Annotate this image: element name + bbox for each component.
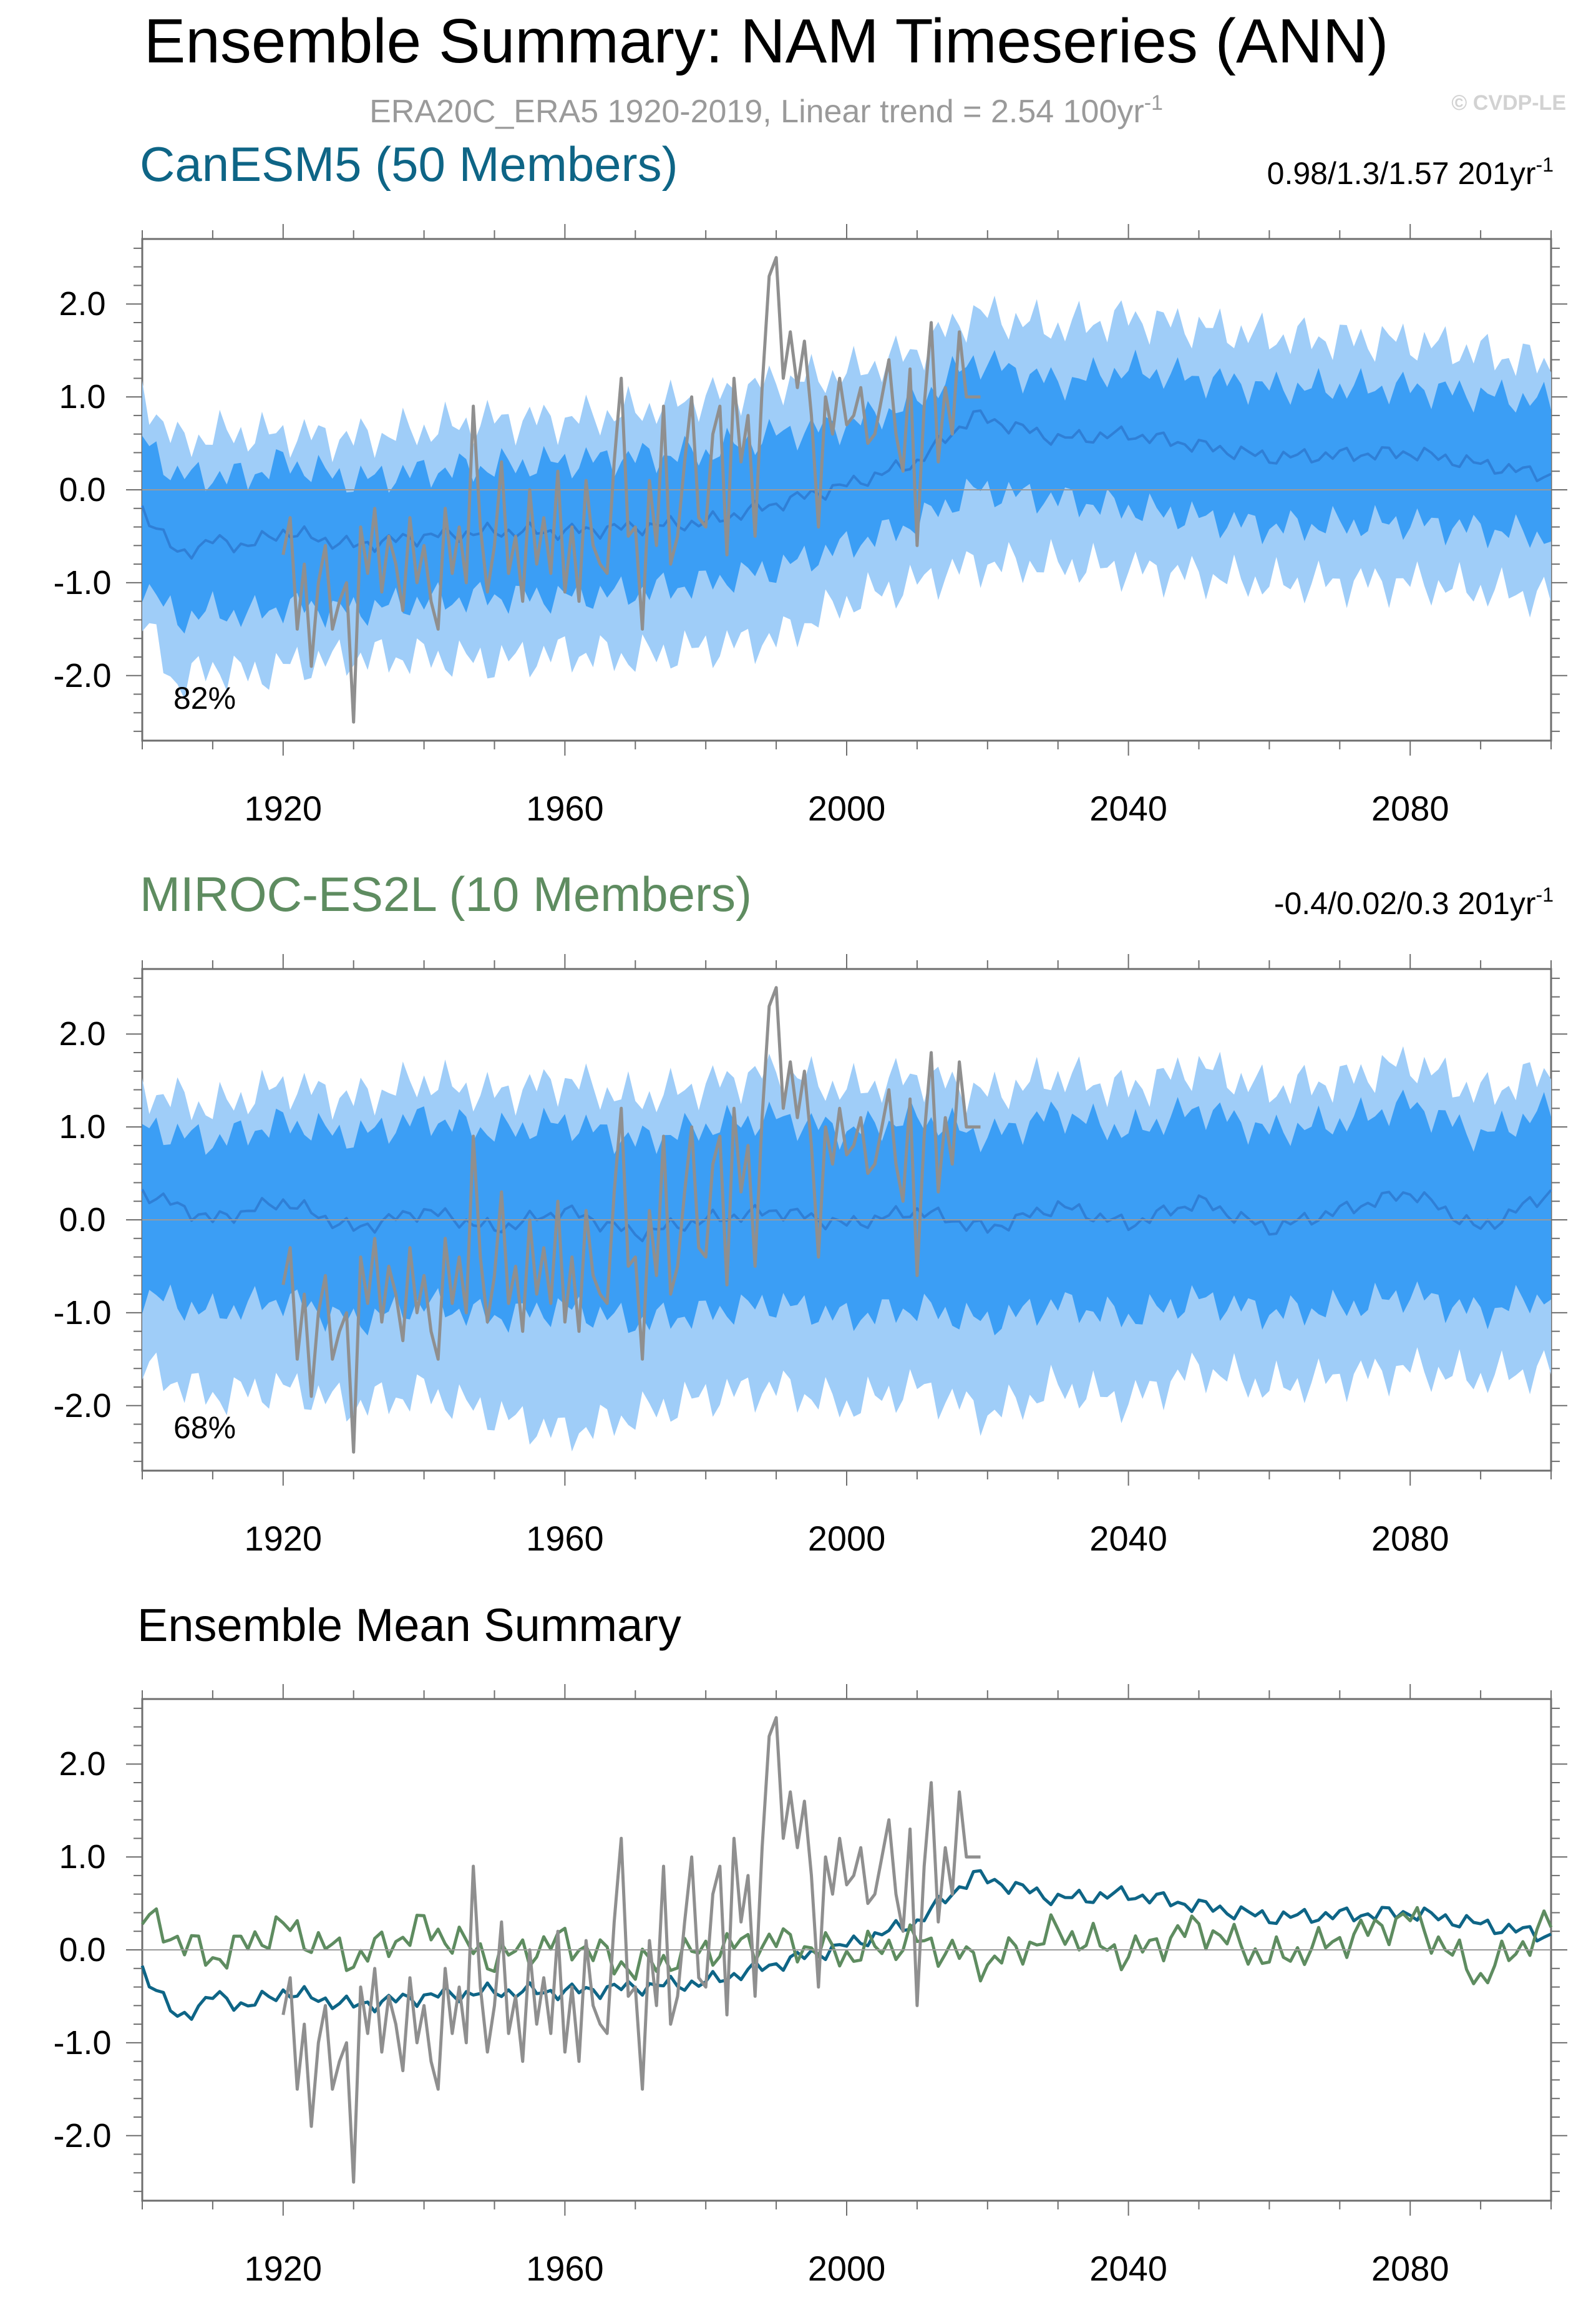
x-tick-label-canesm5: 2080	[1371, 789, 1449, 828]
observed-line-canesm5	[281, 256, 981, 724]
plot-ensemble-mean: 2.0 1.0 0.0 -1.0 -2.0 1920 1960 2000 2040 2080	[53, 1684, 1567, 2288]
y-tick-label-canesm5: 2.0	[59, 285, 105, 323]
trend-text-miroc: -0.4/0.02/0.3 201yr	[1274, 886, 1536, 921]
miroc-mean-line	[140, 1906, 1553, 1985]
y-tick-label-canesm5: 0.0	[59, 471, 105, 509]
percent-label-miroc: 68%	[173, 1410, 236, 1445]
panel-ensemble-mean: Ensemble Mean Summary 2.0 1.0 0.0 -1.0 -2.0 1…	[53, 1599, 1567, 2288]
y-tick-label-canesm5: -1.0	[53, 564, 111, 601]
trend-sup-canesm5: -1	[1536, 153, 1554, 176]
x-tick-label-canesm5: 1920	[245, 789, 323, 828]
figure-title: Ensemble Summary: NAM Timeseries (ANN)	[144, 6, 1389, 76]
y-tick-label-canesm5: -2.0	[53, 657, 111, 694]
x-tick-label-mean: 1920	[245, 2249, 323, 2288]
x-tick-label-miroc: 2080	[1371, 1519, 1449, 1558]
x-tick-label-miroc: 2000	[808, 1519, 886, 1558]
figure-subtitle-text: ERA20C_ERA5 1920-2019, Linear trend = 2.…	[369, 94, 1144, 130]
panel-canesm5: CanESM5 (50 Members) 0.98/1.3/1.57 201yr…	[53, 137, 1567, 828]
x-tick-label-canesm5: 1960	[526, 789, 604, 828]
x-tick-label-mean: 1960	[526, 2249, 604, 2288]
observed-line-mean	[281, 1716, 981, 2184]
plot-canesm5: 2.0 1.0 0.0 -1.0 -2.0 1920 1960 2000 2040 2080	[53, 224, 1567, 828]
observed-line-miroc	[281, 986, 981, 1454]
x-tick-label-mean: 2000	[808, 2249, 886, 2288]
x-tick-label-mean: 2080	[1371, 2249, 1449, 2288]
y-tick-label-miroc: -1.0	[53, 1294, 111, 1332]
y-tick-label-mean: 2.0	[59, 1745, 105, 1783]
panel-title-miroc: MIROC-ES2L (10 Members)	[140, 867, 752, 922]
panel-title-ensemble-mean: Ensemble Mean Summary	[137, 1599, 681, 1651]
spread-band-percentile-canesm5	[142, 349, 1551, 634]
y-tick-label-mean: -1.0	[53, 2024, 111, 2062]
y-tick-label-mean: 0.0	[59, 1931, 105, 1969]
figure-subtitle-sup: -1	[1144, 91, 1163, 115]
trend-label-miroc: -0.4/0.02/0.3 201yr-1	[1274, 884, 1554, 921]
x-tick-label-miroc: 1960	[526, 1519, 604, 1558]
x-tick-label-canesm5: 2000	[808, 789, 886, 828]
y-tick-label-miroc: -2.0	[53, 1387, 111, 1424]
trend-text-canesm5: 0.98/1.3/1.57 201yr	[1267, 156, 1536, 191]
figure-subtitle: ERA20C_ERA5 1920-2019, Linear trend = 2.…	[369, 91, 1163, 130]
panel-title-canesm5: CanESM5 (50 Members)	[140, 137, 678, 192]
panel-miroc: MIROC-ES2L (10 Members) -0.4/0.02/0.3 20…	[53, 867, 1567, 1558]
ensemble-mean-line-miroc	[141, 1189, 1552, 1242]
y-tick-label-canesm5: 1.0	[59, 378, 105, 416]
y-tick-label-mean: 1.0	[59, 1838, 105, 1876]
trend-label-canesm5: 0.98/1.3/1.57 201yr-1	[1267, 153, 1554, 191]
y-tick-label-mean: -2.0	[53, 2117, 111, 2155]
trend-sup-miroc: -1	[1536, 884, 1554, 906]
x-tick-label-mean: 2040	[1089, 2249, 1167, 2288]
percent-label-canesm5: 82%	[173, 681, 236, 716]
y-tick-label-miroc: 1.0	[59, 1108, 105, 1146]
watermark: © CVDP-LE	[1451, 91, 1566, 115]
y-tick-label-miroc: 2.0	[59, 1015, 105, 1053]
x-tick-label-miroc: 1920	[245, 1519, 323, 1558]
x-tick-label-miroc: 2040	[1089, 1519, 1167, 1558]
plot-miroc: 2.0 1.0 0.0 -1.0 -2.0 1920 1960 2000 2040 2080	[53, 954, 1567, 1558]
y-tick-label-miroc: 0.0	[59, 1201, 105, 1239]
x-tick-label-canesm5: 2040	[1089, 789, 1167, 828]
